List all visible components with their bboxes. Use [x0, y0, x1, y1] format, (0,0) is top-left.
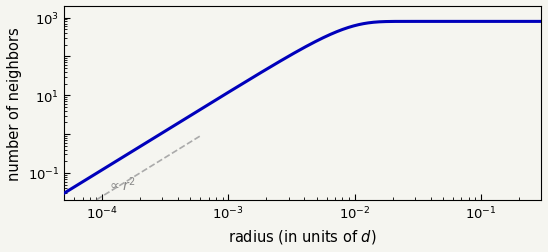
- X-axis label: radius (in units of $d$): radius (in units of $d$): [229, 227, 377, 245]
- Text: $\propto r^2$: $\propto r^2$: [107, 175, 136, 194]
- Y-axis label: number of neighbors: number of neighbors: [7, 27, 22, 180]
